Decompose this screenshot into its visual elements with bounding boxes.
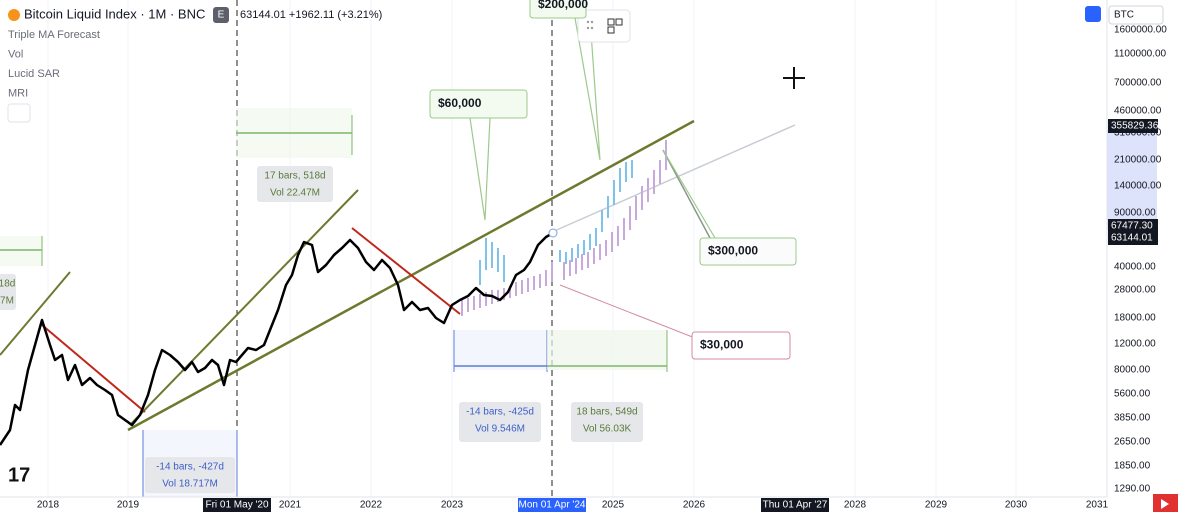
forecast-bars-blue	[479, 160, 633, 285]
callout-box	[691, 331, 791, 360]
indicator-label: Triple MA Forecast	[8, 29, 100, 41]
symbol-title: Bitcoin Liquid Index · 1M · BNC	[24, 6, 205, 21]
quote: 63144.01 +1962.11 (+3.21%)	[240, 9, 382, 21]
price-label: 3850.00	[1114, 413, 1151, 424]
price-marker	[1108, 119, 1158, 133]
price-marker-text: 63144.01	[1111, 233, 1153, 244]
price-label: 18000.00	[1114, 313, 1156, 324]
measure-label-box	[257, 166, 333, 202]
symbol-select[interactable]	[1108, 5, 1164, 25]
indicator-label: MRI	[8, 87, 28, 99]
measure-label: -14 bars, -425d	[466, 407, 534, 418]
price-label: 310000.00	[1114, 128, 1162, 139]
callout-text: $60,000	[438, 96, 482, 110]
time-label: 2023	[441, 500, 464, 511]
measure-label: -14 bars, -427d	[156, 462, 224, 473]
price-label: 28000.00	[1114, 285, 1156, 296]
settings-button[interactable]	[1085, 6, 1101, 22]
floating-toolbar[interactable]	[577, 9, 631, 43]
time-marker	[518, 498, 586, 512]
price-label: 8000.00	[1114, 365, 1151, 376]
measure-label-box	[571, 402, 643, 442]
measure-label: 18 bars, 549d	[576, 407, 637, 418]
price-label: 1100000.00	[1114, 49, 1167, 60]
time-marker	[203, 498, 271, 512]
callout-box	[429, 89, 528, 119]
time-marker-text: Fri 01 May '20	[205, 500, 268, 511]
time-label: 2021	[279, 500, 302, 511]
callout-pointers	[469, 17, 716, 239]
crosshair-cursor	[783, 67, 805, 89]
badge	[213, 7, 229, 23]
measure-label: 18d	[0, 279, 15, 290]
measure-label: Vol 18.717M	[162, 479, 218, 490]
measure-label-box	[145, 457, 235, 493]
time-label: 2029	[925, 500, 948, 511]
price-label: 210000.00	[1114, 155, 1162, 166]
time-label: 2025	[602, 500, 625, 511]
callout-box	[529, 0, 587, 19]
price-line	[0, 231, 554, 446]
price-label: 140000.00	[1114, 181, 1162, 192]
logo: 17	[8, 464, 30, 486]
time-axis	[0, 497, 1178, 512]
badge-text: E	[218, 10, 225, 21]
indicator-label: Vol	[8, 48, 23, 60]
measure-label: Vol 22.47M	[270, 188, 320, 199]
price-label: 2650.00	[1114, 437, 1151, 448]
price-marker	[1108, 219, 1158, 233]
price-label: 1600000.00	[1114, 25, 1167, 36]
price-label: 460000.00	[1114, 106, 1162, 117]
time-label: 2026	[683, 500, 706, 511]
price-label: 12000.00	[1114, 339, 1156, 350]
callout-text: $300,000	[708, 244, 758, 258]
price-label: 5600.00	[1114, 389, 1151, 400]
measure-label: Vol 9.546M	[475, 424, 525, 435]
axis-range	[1107, 130, 1157, 230]
time-marker	[761, 498, 829, 512]
time-label: 2030	[1005, 500, 1028, 511]
price-label: 40000.00	[1114, 262, 1156, 273]
measure-label-box	[0, 274, 16, 310]
price-marker	[1108, 231, 1158, 245]
price-label: 1850.00	[1114, 461, 1151, 472]
callout-text: $200,000	[538, 0, 588, 11]
measure-label: Vol 56.03K	[583, 424, 632, 435]
price-label: 700000.00	[1114, 78, 1162, 89]
indicator-label: Lucid SAR	[8, 68, 60, 80]
callout-box	[699, 237, 797, 266]
time-label: 2018	[37, 500, 60, 511]
price-label: 1290.00	[1114, 484, 1151, 495]
symbol-select-text: BTC	[1114, 10, 1134, 21]
time-marker-text: Thu 01 Apr '27	[763, 500, 828, 511]
measure-tools	[0, 108, 668, 497]
callout-text: $30,000	[700, 338, 744, 352]
trend-lines	[0, 119, 796, 432]
last-point	[548, 228, 558, 238]
symbol-icon	[8, 9, 20, 21]
time-label: 2019	[117, 500, 140, 511]
time-marker-text: Mon 01 Apr '24	[519, 500, 586, 511]
measure-label: 7M	[0, 296, 14, 307]
price-marker-text: 67477.30	[1111, 221, 1153, 232]
measure-label: 17 bars, 518d	[264, 171, 325, 182]
time-label: 2031	[1086, 500, 1109, 511]
time-label: 2022	[360, 500, 383, 511]
collapse-button[interactable]	[7, 103, 31, 123]
measure-label-box	[459, 402, 541, 442]
forecast-bars-purple	[461, 140, 667, 316]
price-marker-text: 355829.36	[1111, 121, 1159, 132]
price-label: 90000.00	[1114, 208, 1156, 219]
time-label: 2028	[844, 500, 867, 511]
price-axis	[1107, 0, 1178, 497]
